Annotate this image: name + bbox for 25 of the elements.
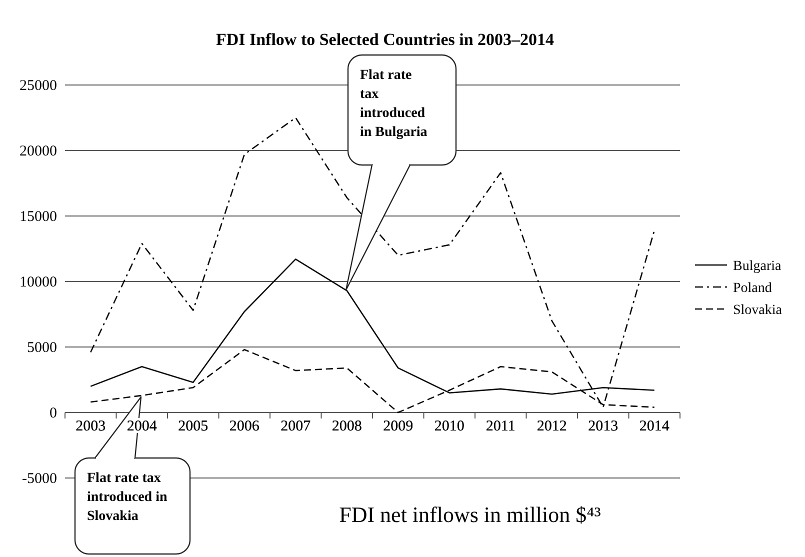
- chart-title: FDI Inflow to Selected Countries in 2003–2014: [216, 30, 555, 49]
- x-tick-label: 2012: [536, 418, 567, 434]
- legend-label: Bulgaria: [733, 259, 782, 274]
- x-tick-label: 2005: [178, 418, 208, 434]
- legend-label: Slovakia: [733, 303, 783, 318]
- x-tick-label: 2013: [588, 418, 618, 434]
- x-tick-label: 2010: [434, 418, 464, 434]
- y-tick-label: 20000: [20, 144, 57, 160]
- text: FDI net inflows in million $⁴³: [339, 502, 602, 527]
- y-tick-label: 10000: [20, 274, 57, 290]
- y-tick-label: -5000: [22, 471, 57, 487]
- x-tick-label: 2014: [639, 418, 670, 434]
- x-tick-label: 2011: [486, 418, 516, 434]
- y-tick-label: 0: [50, 406, 57, 422]
- annotation: Flat rate tax introduced in Slovakia: [87, 471, 168, 524]
- x-tick-label: 2006: [229, 418, 260, 434]
- y-tick-label: 25000: [20, 78, 57, 94]
- x-tick-label: 2008: [332, 418, 362, 434]
- x-tick-label: 2007: [280, 418, 312, 434]
- x-tick-label: 2009: [383, 418, 414, 434]
- x-tick-label: 2003: [76, 418, 106, 434]
- annotation: Flat rate tax introduced in Bulgaria: [360, 68, 428, 140]
- y-tick-label: 15000: [20, 209, 57, 225]
- y-tick-label: 5000: [27, 340, 57, 356]
- legend-label: Poland: [733, 281, 772, 296]
